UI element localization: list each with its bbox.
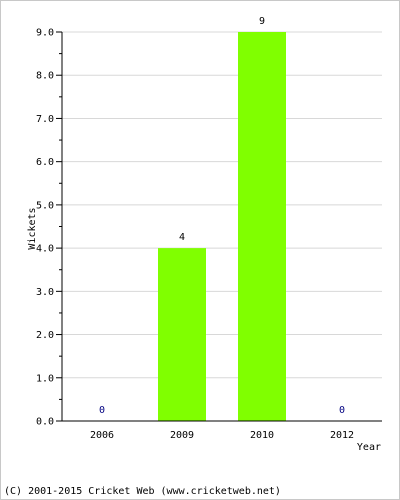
y-tick-label: 7.0 <box>36 114 54 125</box>
grid-lines <box>62 31 382 379</box>
y-tick-label: 3.0 <box>36 287 54 298</box>
x-axis-title: Year <box>357 442 381 453</box>
data-label: 0 <box>339 405 345 416</box>
y-tick-label: 9.0 <box>36 28 54 39</box>
data-label: 4 <box>179 232 185 243</box>
bars <box>158 32 286 421</box>
y-tick-labels: 0.0 1.0 2.0 3.0 4.0 5.0 6.0 7.0 8.0 9.0 <box>36 28 54 428</box>
x-tick-labels: 2006 2009 2010 2012 <box>90 430 354 441</box>
y-axis-title: Wickets <box>27 207 38 249</box>
bar-2010 <box>238 32 286 421</box>
y-tick-label: 5.0 <box>36 200 54 211</box>
data-label: 9 <box>259 16 265 27</box>
axes <box>56 31 382 422</box>
y-tick-label: 2.0 <box>36 330 54 341</box>
bar-2009 <box>158 248 206 421</box>
x-tick-label: 2009 <box>170 430 194 441</box>
x-tick-label: 2010 <box>250 430 274 441</box>
y-tick-label: 0.0 <box>36 417 54 428</box>
y-tick-label: 8.0 <box>36 71 54 82</box>
data-label: 0 <box>99 405 105 416</box>
y-tick-label: 6.0 <box>36 157 54 168</box>
y-tick-label: 1.0 <box>36 373 54 384</box>
y-tick-label: 4.0 <box>36 244 54 255</box>
bar-chart: 0.01.02.03.04.05.06.07.08.09.0 2006 2009 2… <box>27 16 382 453</box>
x-tick-label: 2006 <box>90 430 114 441</box>
copyright-notice: (C) 2001-2015 Cricket Web (www.cricketwe… <box>4 486 281 497</box>
x-tick-label: 2012 <box>330 430 354 441</box>
data-labels: 0 4 9 0 <box>99 16 345 416</box>
